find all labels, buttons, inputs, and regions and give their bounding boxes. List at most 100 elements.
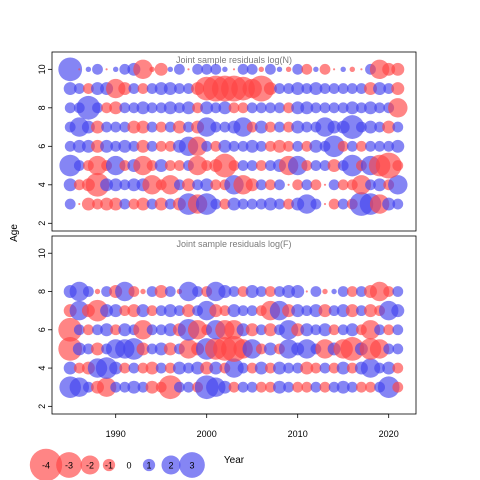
bubble: [73, 362, 85, 374]
bubble: [364, 82, 377, 96]
bubble: [360, 320, 381, 340]
bubble: [374, 324, 385, 336]
bubble: [246, 160, 258, 171]
bubble: [91, 82, 104, 96]
bubble: [301, 63, 313, 75]
bubble: [228, 102, 240, 114]
bubble: [110, 140, 122, 152]
panel-frame: [51, 51, 417, 232]
bubble: [245, 323, 259, 337]
bubble: [218, 285, 232, 298]
bubble: [283, 362, 294, 374]
bubble: [356, 305, 367, 317]
bubble: [227, 304, 241, 318]
bubble: [255, 286, 267, 297]
bubble: [146, 121, 158, 133]
bubble: [328, 305, 340, 317]
bubble: [192, 286, 204, 297]
legend-bubble: [161, 455, 181, 475]
legend-label: -1: [105, 461, 113, 471]
bubble: [119, 381, 131, 393]
bubble: [64, 140, 76, 152]
bubble: [333, 68, 336, 71]
bubble: [140, 288, 146, 295]
bubble: [164, 160, 176, 171]
bubble: [210, 179, 222, 191]
bubble: [237, 102, 249, 114]
bubble: [136, 304, 150, 318]
bubble: [192, 179, 204, 191]
bubble: [72, 139, 86, 153]
bubble: [164, 362, 176, 374]
bubble: [246, 102, 258, 114]
bubble: [100, 139, 114, 153]
bubble: [337, 102, 349, 114]
legend-bubble: [142, 458, 156, 472]
bubble: [174, 83, 185, 94]
y-tick-label: 4: [37, 366, 47, 371]
legend-bubble: [179, 452, 205, 478]
bubble: [164, 140, 176, 152]
bubble: [219, 198, 231, 210]
bubble: [222, 66, 228, 73]
bubble: [200, 178, 214, 192]
bubble: [228, 160, 240, 171]
bubble: [119, 198, 131, 210]
bubble: [146, 324, 158, 336]
bubble: [246, 121, 258, 133]
bubble: [146, 343, 158, 355]
bubble: [136, 342, 150, 356]
bubble: [155, 324, 167, 336]
bubble: [73, 160, 85, 171]
bubble: [369, 339, 390, 359]
bubble: [391, 139, 405, 153]
bubble: [154, 342, 168, 356]
bubble: [200, 361, 214, 375]
bubble: [160, 175, 181, 195]
bubble: [301, 160, 313, 171]
bubble: [392, 198, 404, 210]
bubble: [83, 381, 94, 393]
bubble: [254, 361, 268, 375]
bubble: [346, 381, 358, 393]
bubble: [137, 381, 149, 393]
bubble: [255, 160, 267, 171]
bubble: [63, 82, 77, 96]
bubble: [118, 139, 132, 153]
bubble: [365, 381, 376, 393]
bubble: [274, 179, 285, 191]
bubble: [310, 198, 322, 210]
bubble: [100, 304, 114, 318]
bubble: [310, 286, 322, 297]
bubble: [109, 197, 123, 211]
bubble: [310, 324, 322, 336]
bubble: [364, 120, 377, 134]
bubble: [174, 381, 185, 393]
bubble: [72, 342, 86, 356]
legend-label: -3: [65, 461, 73, 471]
bubble: [133, 59, 153, 80]
bubble: [292, 179, 304, 191]
bubble: [64, 198, 76, 210]
bubble: [301, 83, 313, 94]
bubble: [340, 115, 365, 139]
bubble: [292, 362, 304, 374]
bubble: [85, 172, 110, 197]
bubble: [255, 198, 267, 210]
bubble: [174, 102, 185, 114]
bubble: [81, 139, 95, 153]
bubble: [337, 140, 349, 152]
x-axis-label: Year: [224, 455, 245, 466]
bubble: [246, 63, 258, 75]
bubble: [374, 362, 385, 374]
bubble: [263, 197, 277, 211]
bubble: [174, 179, 185, 191]
bubble: [301, 140, 313, 152]
bubble: [172, 361, 186, 375]
bubble: [210, 63, 222, 75]
bubble: [164, 198, 176, 210]
bubble: [265, 179, 276, 191]
bubble: [218, 101, 232, 115]
bubble: [227, 197, 241, 211]
bubble: [255, 179, 267, 191]
